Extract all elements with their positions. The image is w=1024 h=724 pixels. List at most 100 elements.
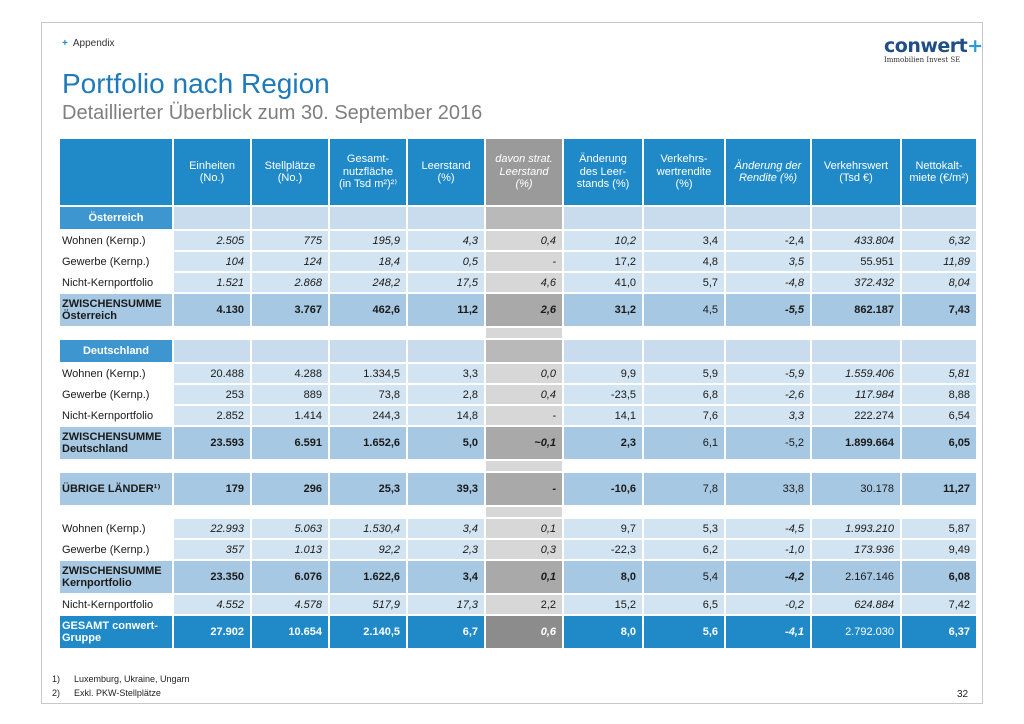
cell-value: 27.902 [174, 616, 250, 648]
cell-value: 253 [174, 385, 250, 404]
subtotal-row: ZWISCHENSUMME Kernportfolio 23.350 6.076 1.… [60, 561, 976, 593]
cell-value: 8,88 [902, 385, 976, 404]
cell-value: 18,4 [330, 252, 406, 271]
cell-value: 4,6 [486, 273, 562, 292]
cell-value: 0,3 [486, 540, 562, 559]
cell-value: 2.505 [174, 231, 250, 250]
cell-value: -4,8 [726, 273, 810, 292]
cell-value: 7,42 [902, 595, 976, 614]
row-label: Wohnen (Kernp.) [60, 231, 172, 250]
row-label: Nicht-Kernportfolio [60, 273, 172, 292]
cell-value: 0,4 [486, 385, 562, 404]
cell-value: 2.140,5 [330, 616, 406, 648]
row-label: ZWISCHENSUMME Kernportfolio [60, 561, 172, 593]
spacer-row [60, 507, 976, 517]
cell-value: 4.578 [252, 595, 328, 614]
cell-value: 6,7 [408, 616, 484, 648]
cell-value: -4,2 [726, 561, 810, 593]
other-countries-row: ÜBRIGE LÄNDER¹⁾ 179 296 25,3 39,3- -10,6 7,8 33… [60, 473, 976, 505]
cell-value: -5,2 [726, 427, 810, 459]
page-title: Portfolio nach Region [62, 68, 330, 99]
row-label: ZWISCHENSUMME Österreich [60, 294, 172, 326]
cell-value: 2.868 [252, 273, 328, 292]
col-gesamtnutzflaeche: Gesamt-nutzfläche (in Tsd m²)²⁾ [330, 139, 406, 205]
cell-value: 0,6 [486, 616, 562, 648]
region-row-germany: Deutschland [60, 340, 976, 362]
cell-value: 1.993.210 [812, 519, 900, 538]
table-header-row: Einheiten (No.) Stellplätze (No.) Gesamt… [60, 139, 976, 205]
cell-value: 124 [252, 252, 328, 271]
cell-value: 9,9 [564, 364, 642, 383]
cell-value: - [486, 406, 562, 425]
cell-value: 0,0 [486, 364, 562, 383]
cell-value: -22,3 [564, 540, 642, 559]
cell-value: 357 [174, 540, 250, 559]
cell-value: 11,89 [902, 252, 976, 271]
total-row: GESAMT conwert-Gruppe 27.902 10.654 2.140,5… [60, 616, 976, 648]
cell-value: 23.593 [174, 427, 250, 459]
cell-value: 4.288 [252, 364, 328, 383]
cell-value: 6,1 [644, 427, 724, 459]
region-label: Österreich [60, 207, 172, 229]
cell-value: 6,54 [902, 406, 976, 425]
cell-value: 31,2 [564, 294, 642, 326]
cell-value: 862.187 [812, 294, 900, 326]
col-verkehrswertrendite: Verkehrs-wertrendite (%) [644, 139, 724, 205]
cell-value: 6.591 [252, 427, 328, 459]
cell-value: 39,3 [408, 473, 484, 505]
row-label: Nicht-Kernportfolio [60, 406, 172, 425]
col-aenderung-leerstand: Änderung des Leer-stands (%) [564, 139, 642, 205]
col-verkehrswert: Verkehrswert (Tsd €) [812, 139, 900, 205]
cell-value: 1.521 [174, 273, 250, 292]
table-row: Gewerbe (Kernp.) 104 124 18,4 0,5-17,2 4,8 3,5… [60, 252, 976, 271]
cell-value: 4,5 [644, 294, 724, 326]
plus-icon: + [62, 38, 68, 49]
cell-value: 17,3 [408, 595, 484, 614]
region-row-austria: Österreich [60, 207, 976, 229]
cell-value: 30.178 [812, 473, 900, 505]
cell-value: 5,87 [902, 519, 976, 538]
row-label: Gewerbe (Kernp.) [60, 252, 172, 271]
section-label: + Appendix [62, 38, 115, 49]
cell-value: 6,2 [644, 540, 724, 559]
cell-value: 3,3 [408, 364, 484, 383]
cell-value: 10.654 [252, 616, 328, 648]
cell-value: 11,27 [902, 473, 976, 505]
cell-value: -5,5 [726, 294, 810, 326]
cell-value: 14,8 [408, 406, 484, 425]
logo-word: conwert+ [884, 35, 983, 57]
cell-value: 6,5 [644, 595, 724, 614]
cell-value: 7,43 [902, 294, 976, 326]
cell-value: 0,5 [408, 252, 484, 271]
cell-value: 517,9 [330, 595, 406, 614]
cell-value: 195,9 [330, 231, 406, 250]
cell-value: 14,1 [564, 406, 642, 425]
cell-value: 11,2 [408, 294, 484, 326]
cell-value: -4,5 [726, 519, 810, 538]
cell-value: 1.622,6 [330, 561, 406, 593]
cell-value: 5,6 [644, 616, 724, 648]
cell-value: 8,0 [564, 616, 642, 648]
table-row: Gewerbe (Kernp.) 253 889 73,8 2,8 0,4 -23,5 6,8… [60, 385, 976, 404]
cell-value: 104 [174, 252, 250, 271]
cell-value: 889 [252, 385, 328, 404]
cell-value: 5,0 [408, 427, 484, 459]
cell-value: 1.013 [252, 540, 328, 559]
cell-value: 4.130 [174, 294, 250, 326]
cell-value: 1.530,4 [330, 519, 406, 538]
cell-value: 6,05 [902, 427, 976, 459]
cell-value: 6,32 [902, 231, 976, 250]
table-row: Wohnen (Kernp.) 20.488 4.288 1.334,5 3,3 0,0 9… [60, 364, 976, 383]
cell-value: 17,5 [408, 273, 484, 292]
cell-value: 244,3 [330, 406, 406, 425]
slide-frame [41, 22, 983, 704]
cell-value: 15,2 [564, 595, 642, 614]
cell-value: -2,4 [726, 231, 810, 250]
cell-value: 0,4 [486, 231, 562, 250]
cell-value: 3,3 [726, 406, 810, 425]
cell-value: 5,81 [902, 364, 976, 383]
cell-value: 0,1 [486, 561, 562, 593]
cell-value: 5,7 [644, 273, 724, 292]
cell-value: 222.274 [812, 406, 900, 425]
cell-value: 4.552 [174, 595, 250, 614]
